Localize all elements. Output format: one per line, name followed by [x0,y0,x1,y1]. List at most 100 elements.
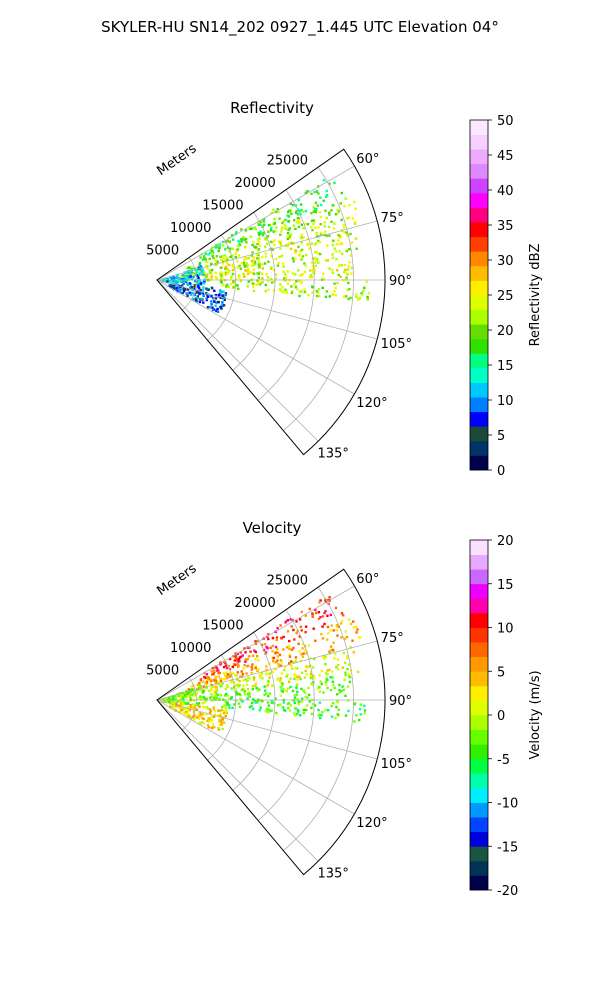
echo-pixel [194,715,197,718]
echo-pixel [232,280,235,283]
echo-pixel [225,256,229,259]
angular-tick-label: 75° [381,631,404,646]
echo-pixel [252,259,255,262]
echo-pixel [261,277,264,280]
echo-field [160,596,367,731]
echo-pixel [246,697,249,700]
echo-pixel [216,307,219,311]
echo-pixel [194,693,197,696]
echo-pixel [247,268,250,272]
echo-pixel [181,276,184,279]
panel-title: Velocity [243,519,302,537]
echo-pixel [349,232,352,236]
echo-pixel [186,283,190,287]
echo-pixel [340,612,344,615]
colorbar-tick-label: 15 [497,359,514,374]
echo-pixel [174,697,177,701]
echo-pixel [161,699,164,703]
echo-pixel [227,664,231,668]
echo-pixel [326,678,329,682]
colorbar-segment [470,627,488,643]
echo-pixel [358,636,361,639]
colorbar-segment [470,338,488,354]
echo-pixel [207,717,210,720]
echo-pixel [303,691,307,694]
echo-pixel [244,269,247,272]
echo-pixel [266,701,270,704]
echo-pixel [288,662,291,665]
echo-pixel [167,696,171,700]
echo-pixel [322,199,325,202]
echo-pixel [335,629,339,632]
echo-pixel [308,276,312,279]
echo-pixel [280,254,284,258]
echo-pixel [257,272,260,276]
echo-pixel [244,229,248,232]
echo-pixel [334,294,337,297]
echo-pixel [226,272,229,275]
echo-pixel [269,229,273,232]
echo-pixel [301,257,304,260]
echo-pixel [215,309,218,313]
range-ring [182,677,197,731]
echo-pixel [303,288,306,291]
echo-pixel [347,265,350,268]
echo-pixel [310,192,313,195]
echo-pixel [275,636,279,639]
echo-pixel [190,685,193,688]
echo-pixel [282,277,286,280]
echo-pixel [348,261,351,264]
echo-pixel [236,248,239,251]
echo-pixel [314,251,317,254]
echo-pixel [313,657,316,661]
echo-pixel [234,663,237,666]
echo-pixel [312,666,315,669]
echo-pixel [297,245,300,249]
echo-pixel [253,649,256,652]
echo-pixel [317,235,320,238]
echo-pixel [309,657,312,660]
echo-pixel [294,273,297,276]
echo-pixel [314,201,318,204]
echo-pixel [277,261,280,265]
echo-pixel [285,225,288,228]
echo-pixel [341,252,344,256]
echo-pixel [225,285,228,288]
echo-pixel [198,292,201,296]
echo-pixel [275,711,278,715]
echo-pixel [219,712,222,716]
echo-pixel [342,688,345,692]
echo-pixel [338,683,341,687]
colorbar-tick-label: 30 [497,254,514,269]
echo-pixel [212,297,215,300]
echo-pixel [170,277,173,280]
echo-pixel [256,279,259,282]
echo-pixel [214,665,218,668]
echo-pixel [343,295,346,298]
echo-pixel [271,650,274,653]
echo-pixel [278,217,281,220]
echo-pixel [289,685,292,689]
echo-pixel [293,283,296,286]
colorbar-segment [470,440,488,456]
colorbar-tick-label: 45 [497,149,514,164]
echo-pixel [284,276,288,279]
echo-pixel [191,688,194,692]
echo-pixel [218,290,222,293]
echo-pixel [325,290,329,293]
echo-pixel [199,686,202,689]
echo-pixel [188,693,191,696]
echo-pixel [319,716,322,720]
echo-pixel [228,668,232,671]
angular-tick-label: 90° [389,274,412,289]
echo-pixel [210,295,213,298]
echo-pixel [186,692,189,696]
echo-pixel [288,709,292,712]
echo-pixel [237,657,241,661]
echo-pixel [292,661,295,664]
echo-pixel [219,255,222,258]
echo-pixel [267,224,271,227]
echo-pixel [204,252,207,255]
echo-pixel [324,680,328,683]
echo-pixel [224,711,227,714]
